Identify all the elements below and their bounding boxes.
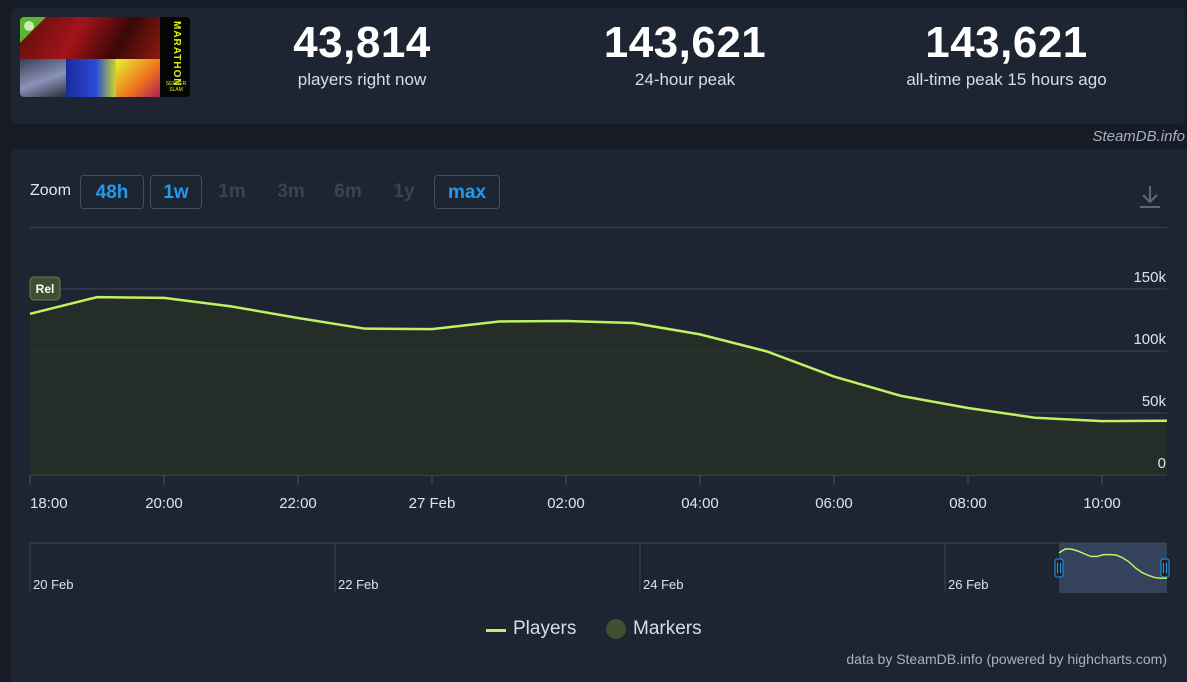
navigator-label: 22 Feb (338, 577, 378, 592)
x-tick-label: 27 Feb (409, 495, 456, 512)
stat-label: 24-hour peak (634, 70, 736, 89)
thumbnail-artwork (116, 59, 160, 97)
handle-grip[interactable] (1054, 558, 1064, 578)
stat-24h-peak: 143,621 24-hour peak (580, 18, 790, 90)
navigator-series-line (1058, 548, 1168, 580)
y-tick-label: 150k (1133, 269, 1166, 286)
navigator[interactable]: 20 Feb 22 Feb 24 Feb 26 Feb (29, 542, 1170, 593)
y-tick-label: 50k (1142, 393, 1167, 410)
stat-value: 43,814 (293, 18, 431, 67)
players-area-fill (30, 297, 1167, 475)
x-tick-label: 02:00 (547, 495, 585, 512)
zoom-48h-button[interactable]: 48h (80, 175, 144, 209)
zoom-label: Zoom (30, 182, 71, 199)
navigator-label: 26 Feb (948, 577, 988, 592)
marker-label: Rel (36, 282, 55, 296)
stat-label: players right now (297, 70, 427, 89)
zoom-1m-button[interactable]: 1m (218, 181, 246, 202)
stat-all-time-peak: 143,621 all-time peak 15 hours ago (880, 18, 1133, 90)
y-axis-labels: 0 50k 100k 150k (1133, 269, 1166, 472)
navigator-left-handle[interactable] (1054, 558, 1064, 578)
legend-label: Markers (633, 618, 702, 639)
navigator-label: 24 Feb (643, 577, 683, 592)
x-tick-label: 04:00 (681, 495, 719, 512)
y-tick-label: 100k (1133, 331, 1166, 348)
chart-credit[interactable]: data by SteamDB.info (powered by highcha… (846, 651, 1167, 667)
zoom-1w-button[interactable]: 1w (150, 175, 202, 209)
stat-label: all-time peak 15 hours ago (906, 70, 1107, 89)
thumbnail-artwork (66, 59, 116, 97)
players-series-line[interactable] (29, 295, 1168, 423)
x-axis-labels: 18:00 20:00 22:00 27 Feb 02:00 04:00 06:00 08:0… (29, 475, 1121, 512)
y-tick-label: 0 (1158, 455, 1166, 472)
zoom-3m-button[interactable]: 3m (277, 181, 305, 202)
badge-corner-icon (20, 17, 46, 43)
steamdb-credit-top[interactable]: SteamDB.info (1092, 128, 1185, 145)
thumbnail-artwork (20, 59, 66, 97)
x-tick-label: 06:00 (815, 495, 853, 512)
x-tick-label: 22:00 (279, 495, 317, 512)
legend-dot-icon (606, 619, 626, 639)
badge-dot-icon (24, 21, 34, 31)
release-marker[interactable]: Rel (29, 276, 61, 301)
x-tick-label: 20:00 (145, 495, 183, 512)
legend-label: Players (513, 618, 577, 639)
navigator-background (30, 543, 1167, 593)
navigator-right-handle[interactable] (1160, 558, 1170, 578)
x-tick-label: 08:00 (949, 495, 987, 512)
stats-card (11, 8, 1185, 124)
marker-badge[interactable] (29, 276, 61, 301)
stat-value: 143,621 (925, 18, 1088, 67)
game-thumbnail[interactable]: MARATHON SERVER SLAM (20, 17, 190, 97)
zoom-max-button[interactable]: max (434, 175, 500, 209)
zoom-1y-button[interactable]: 1y (393, 181, 415, 202)
zoom-divider (30, 227, 1167, 228)
x-tick-label: 18:00 (30, 495, 68, 512)
navigator-label: 20 Feb (33, 577, 73, 592)
game-logo-text: MARATHON (171, 21, 182, 87)
game-logo (160, 17, 190, 97)
x-tick-label: 10:00 (1083, 495, 1121, 512)
handle-grip[interactable] (1160, 558, 1170, 578)
navigator-ticks: 20 Feb 22 Feb 24 Feb 26 Feb (29, 543, 988, 593)
legend-line-icon (486, 629, 506, 632)
stat-current-players: 43,814 players right now (266, 18, 458, 90)
stat-value: 143,621 (603, 18, 767, 67)
zoom-6m-button[interactable]: 6m (334, 181, 362, 202)
download-icon[interactable] (1138, 184, 1162, 210)
game-logo-subtitle: SERVER SLAM (165, 81, 187, 93)
